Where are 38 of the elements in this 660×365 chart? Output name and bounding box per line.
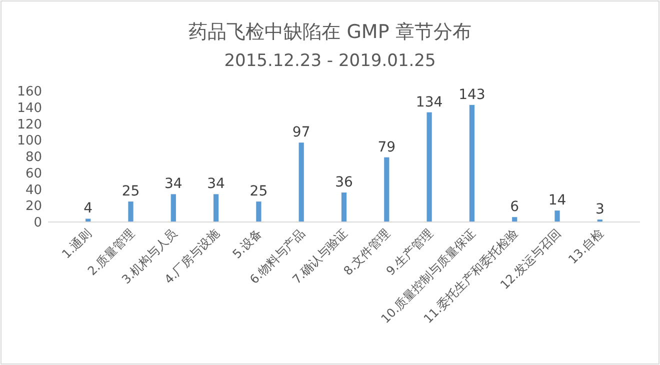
y-tick-label: 60 (25, 166, 42, 182)
y-tick-label: 0 (34, 216, 42, 231)
y-tick-label: 40 (25, 182, 42, 198)
x-tick-label: 1.通则 (59, 226, 94, 262)
data-label: 14 (548, 192, 566, 209)
chart-title: 药品飞检中缺陷在 GMP 章节分布 (188, 21, 472, 43)
data-label: 134 (416, 94, 443, 110)
bar (384, 157, 390, 222)
data-label: 36 (335, 174, 353, 191)
data-label: 34 (164, 176, 182, 192)
bar (128, 202, 134, 222)
y-tick-label: 20 (25, 199, 42, 214)
x-tick-label: 13.自检 (566, 226, 606, 267)
bar (213, 194, 219, 222)
bar (256, 202, 262, 222)
y-tick-label: 140 (17, 100, 42, 116)
data-label: 3 (595, 202, 604, 218)
bar (170, 194, 176, 222)
chart-subtitle: 2015.12.23 - 2019.01.25 (224, 51, 436, 71)
y-tick-label: 80 (25, 150, 42, 166)
y-tick-label: 120 (17, 117, 42, 132)
y-tick-label: 160 (17, 84, 42, 100)
x-tick-label: 5.设备 (230, 226, 265, 262)
bar (86, 218, 91, 222)
bar (469, 104, 475, 222)
data-label: 4 (84, 200, 93, 217)
data-label: 143 (458, 86, 486, 103)
data-label: 25 (250, 184, 268, 200)
data-label: 25 (122, 184, 140, 200)
data-label: 79 (378, 139, 396, 156)
bar (426, 112, 432, 222)
bar (298, 142, 304, 222)
data-label: 97 (292, 124, 310, 141)
y-tick-label: 100 (17, 134, 42, 149)
bar (341, 192, 347, 222)
data-label: 6 (510, 199, 520, 216)
bar (554, 210, 560, 222)
data-label: 34 (207, 176, 226, 192)
